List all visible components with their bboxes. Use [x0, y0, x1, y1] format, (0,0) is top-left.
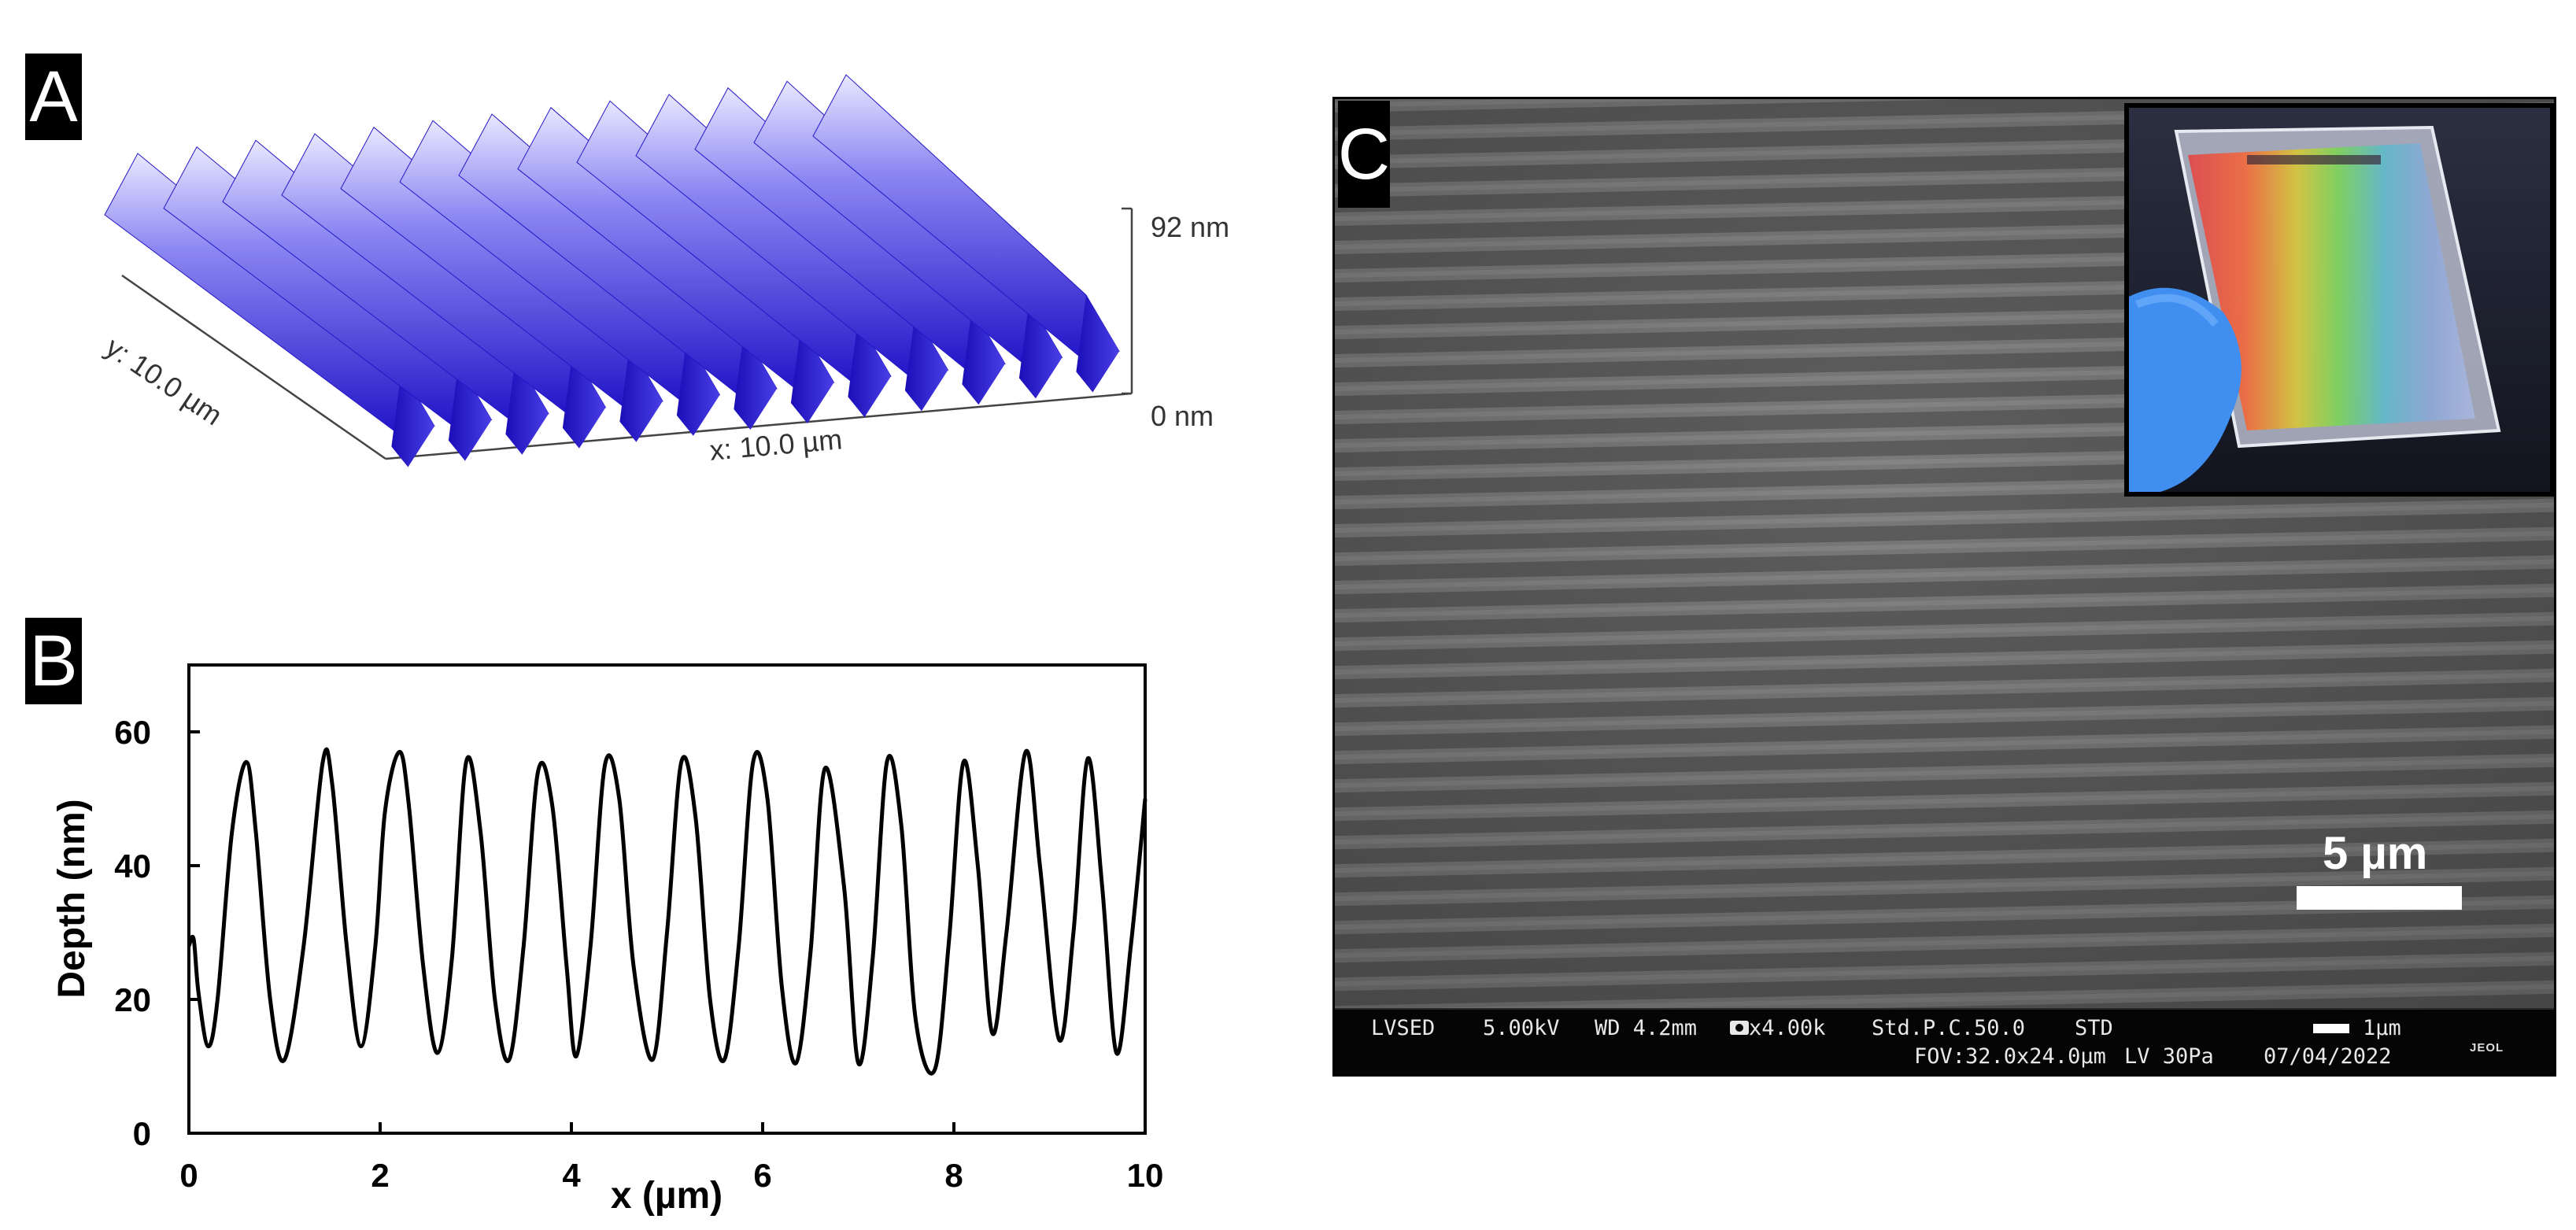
y-tick-label: 20 [114, 981, 151, 1018]
afm-z-min-label: 0 nm [1151, 400, 1214, 432]
afm-ridge-front [676, 338, 720, 436]
y-axis-title: Depth (nm) [51, 799, 93, 998]
inset-sample-photo [2124, 103, 2555, 497]
panel-letter-a: A [25, 54, 82, 140]
panel-b-depth-profile: B 0 2 4 6 8 10 0 20 40 60 x (µm) Depth (nm) [0, 606, 1275, 1230]
scale-bar [2297, 886, 2462, 910]
sem-voltage: 5.00kV [1483, 1016, 1560, 1040]
afm-ridge-front [962, 307, 1005, 405]
afm-ridge-front [1018, 301, 1063, 399]
y-tick-label: 0 [133, 1115, 151, 1152]
sem-date: 07/04/2022 [2264, 1044, 2392, 1069]
afm-ridge-front [562, 351, 606, 449]
sem-small-scale-label: 1µm [2363, 1016, 2401, 1040]
sem-standard-mode: STD [2075, 1016, 2113, 1040]
panel-letter-c: C [1338, 101, 1390, 208]
panel-a-afm-surface: A 92 nm 0 nm x: 10.0 µm y: 10.0 µm [0, 0, 1275, 551]
sem-working-distance: WD 4.2mm [1595, 1016, 1698, 1040]
axis-ticks: 0 2 4 6 8 10 0 20 40 60 [114, 714, 1163, 1194]
sem-low-vacuum: LV 30Pa [2124, 1044, 2214, 1069]
panel-letter-b: B [25, 618, 82, 704]
afm-ridge-front [790, 326, 834, 424]
camera-lens-icon [1735, 1024, 1743, 1032]
x-tick-label: 4 [562, 1157, 581, 1194]
panel-c-sem-image: C [1332, 97, 2556, 1077]
x-tick-label: 6 [753, 1157, 771, 1194]
x-tick-label: 8 [944, 1157, 963, 1194]
afm-ridge-front [391, 370, 434, 467]
afm-x-axis-line [385, 392, 1133, 460]
y-tick-label: 60 [114, 714, 151, 751]
x-axis-title: x (µm) [611, 1175, 723, 1217]
x-tick-label: 0 [179, 1157, 198, 1194]
afm-ridge-front [505, 357, 549, 455]
afm-z-max-label: 92 nm [1151, 211, 1230, 243]
afm-ridge-front [904, 313, 948, 412]
sem-field-of-view: FOV:32.0x24.0µm [1914, 1044, 2106, 1069]
sample-photo-drawing [2129, 108, 2550, 492]
sem-standard: Std.P.C.50.0 [1872, 1016, 2026, 1040]
x-tick-label: 10 [1127, 1157, 1164, 1194]
x-tick-label: 2 [371, 1157, 389, 1194]
afm-3d-surface-plot [104, 74, 1133, 467]
plot-frame [187, 663, 1147, 1135]
afm-ridge-front [734, 332, 777, 430]
afm-ridges [104, 74, 1120, 467]
y-tick-label: 40 [114, 848, 151, 885]
afm-y-axis-line [121, 274, 386, 460]
sem-magnification: x4.00k [1749, 1016, 1826, 1040]
sem-small-scale-bar [2313, 1024, 2349, 1033]
afm-ridge-front [448, 364, 492, 461]
sem-info-bar: LVSED 5.00kV WD 4.2mm x4.00k Std.P.C.50.… [1335, 1008, 2554, 1074]
jeol-logo: JEOL [2470, 1041, 2504, 1055]
scale-bar-label: 5 µm [2323, 828, 2428, 879]
afm-ridge-front [1076, 295, 1119, 393]
glove-finger [2129, 287, 2242, 492]
afm-ridge-front [848, 320, 891, 418]
afm-ridge-front [619, 345, 663, 442]
sem-mode: LVSED [1371, 1016, 1436, 1040]
series-line-depth [187, 747, 1148, 1076]
depth-profile-chart: 0 2 4 6 8 10 0 20 40 60 x (µm) Depth (nm) [51, 663, 1163, 1217]
